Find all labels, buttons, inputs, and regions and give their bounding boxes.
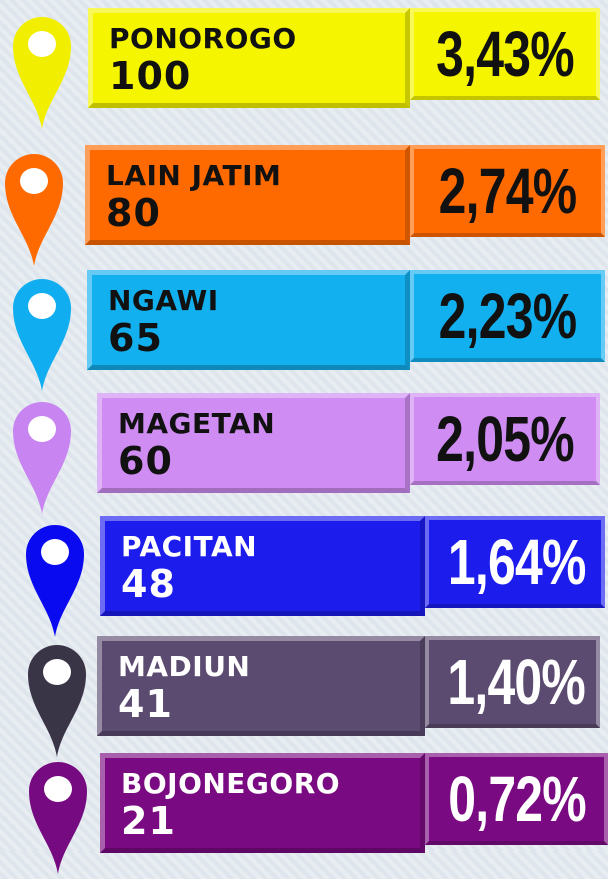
pin-body — [29, 762, 87, 874]
percent-box: 3,43% — [410, 8, 600, 100]
region-row: LAIN JATIM 80 2,74% — [0, 145, 608, 245]
name-box: BOJONEGORO 21 — [100, 753, 425, 853]
percent-box: 2,23% — [410, 270, 605, 362]
region-row: PACITAN 48 1,64% — [0, 516, 608, 616]
region-percent: 2,74% — [438, 155, 577, 227]
map-pin — [13, 279, 71, 391]
percent-box: 1,40% — [425, 636, 600, 728]
region-count: 65 — [108, 316, 163, 360]
pin-hole — [20, 168, 48, 194]
pin-body — [5, 154, 63, 266]
region-name: PONOROGO — [109, 22, 297, 55]
map-pin — [29, 762, 87, 874]
pin-body — [13, 279, 71, 391]
percent-box: 2,74% — [410, 145, 605, 237]
region-name: BOJONEGORO — [121, 767, 341, 800]
region-name: LAIN JATIM — [106, 159, 282, 192]
region-name: PACITAN — [121, 530, 258, 563]
name-box: NGAWI 65 — [87, 270, 410, 370]
name-box: LAIN JATIM 80 — [85, 145, 410, 245]
region-row: MADIUN 41 1,40% — [0, 636, 608, 736]
map-pin — [5, 154, 63, 266]
region-percent: 3,43% — [436, 18, 574, 90]
map-pin — [13, 17, 71, 129]
region-count: 21 — [121, 799, 176, 843]
percent-box: 0,72% — [425, 753, 608, 845]
region-count: 80 — [106, 191, 161, 235]
pin-body — [13, 402, 71, 514]
percent-box: 2,05% — [410, 393, 600, 485]
name-box: MAGETAN 60 — [97, 393, 410, 493]
region-name: MADIUN — [118, 650, 251, 683]
region-percent: 0,72% — [448, 763, 586, 835]
map-pin — [28, 645, 86, 757]
region-name: NGAWI — [108, 284, 219, 317]
pin-hole — [44, 776, 72, 802]
name-box: PONOROGO 100 — [88, 8, 410, 108]
percent-box: 1,64% — [425, 516, 605, 608]
pin-body — [13, 17, 71, 129]
name-box: MADIUN 41 — [97, 636, 425, 736]
pin-hole — [28, 416, 56, 442]
pin-hole — [28, 293, 56, 319]
region-row: BOJONEGORO 21 0,72% — [0, 753, 608, 853]
region-row: MAGETAN 60 2,05% — [0, 393, 608, 493]
region-row: PONOROGO 100 3,43% — [0, 8, 608, 108]
region-row: NGAWI 65 2,23% — [0, 270, 608, 370]
map-pin — [13, 402, 71, 514]
map-pin — [26, 525, 84, 637]
name-box: PACITAN 48 — [100, 516, 425, 616]
region-percent: 2,23% — [438, 280, 577, 352]
pin-hole — [43, 659, 71, 685]
region-name: MAGETAN — [118, 407, 276, 440]
region-percent: 2,05% — [436, 403, 574, 475]
region-count: 41 — [118, 682, 173, 726]
region-percent: 1,64% — [447, 526, 586, 598]
pin-hole — [41, 539, 69, 565]
pin-hole — [28, 31, 56, 57]
pin-body — [28, 645, 86, 757]
region-percent: 1,40% — [447, 646, 586, 718]
region-count: 48 — [121, 562, 176, 606]
pin-body — [26, 525, 84, 637]
region-count: 60 — [118, 439, 173, 483]
region-count: 100 — [109, 54, 192, 98]
